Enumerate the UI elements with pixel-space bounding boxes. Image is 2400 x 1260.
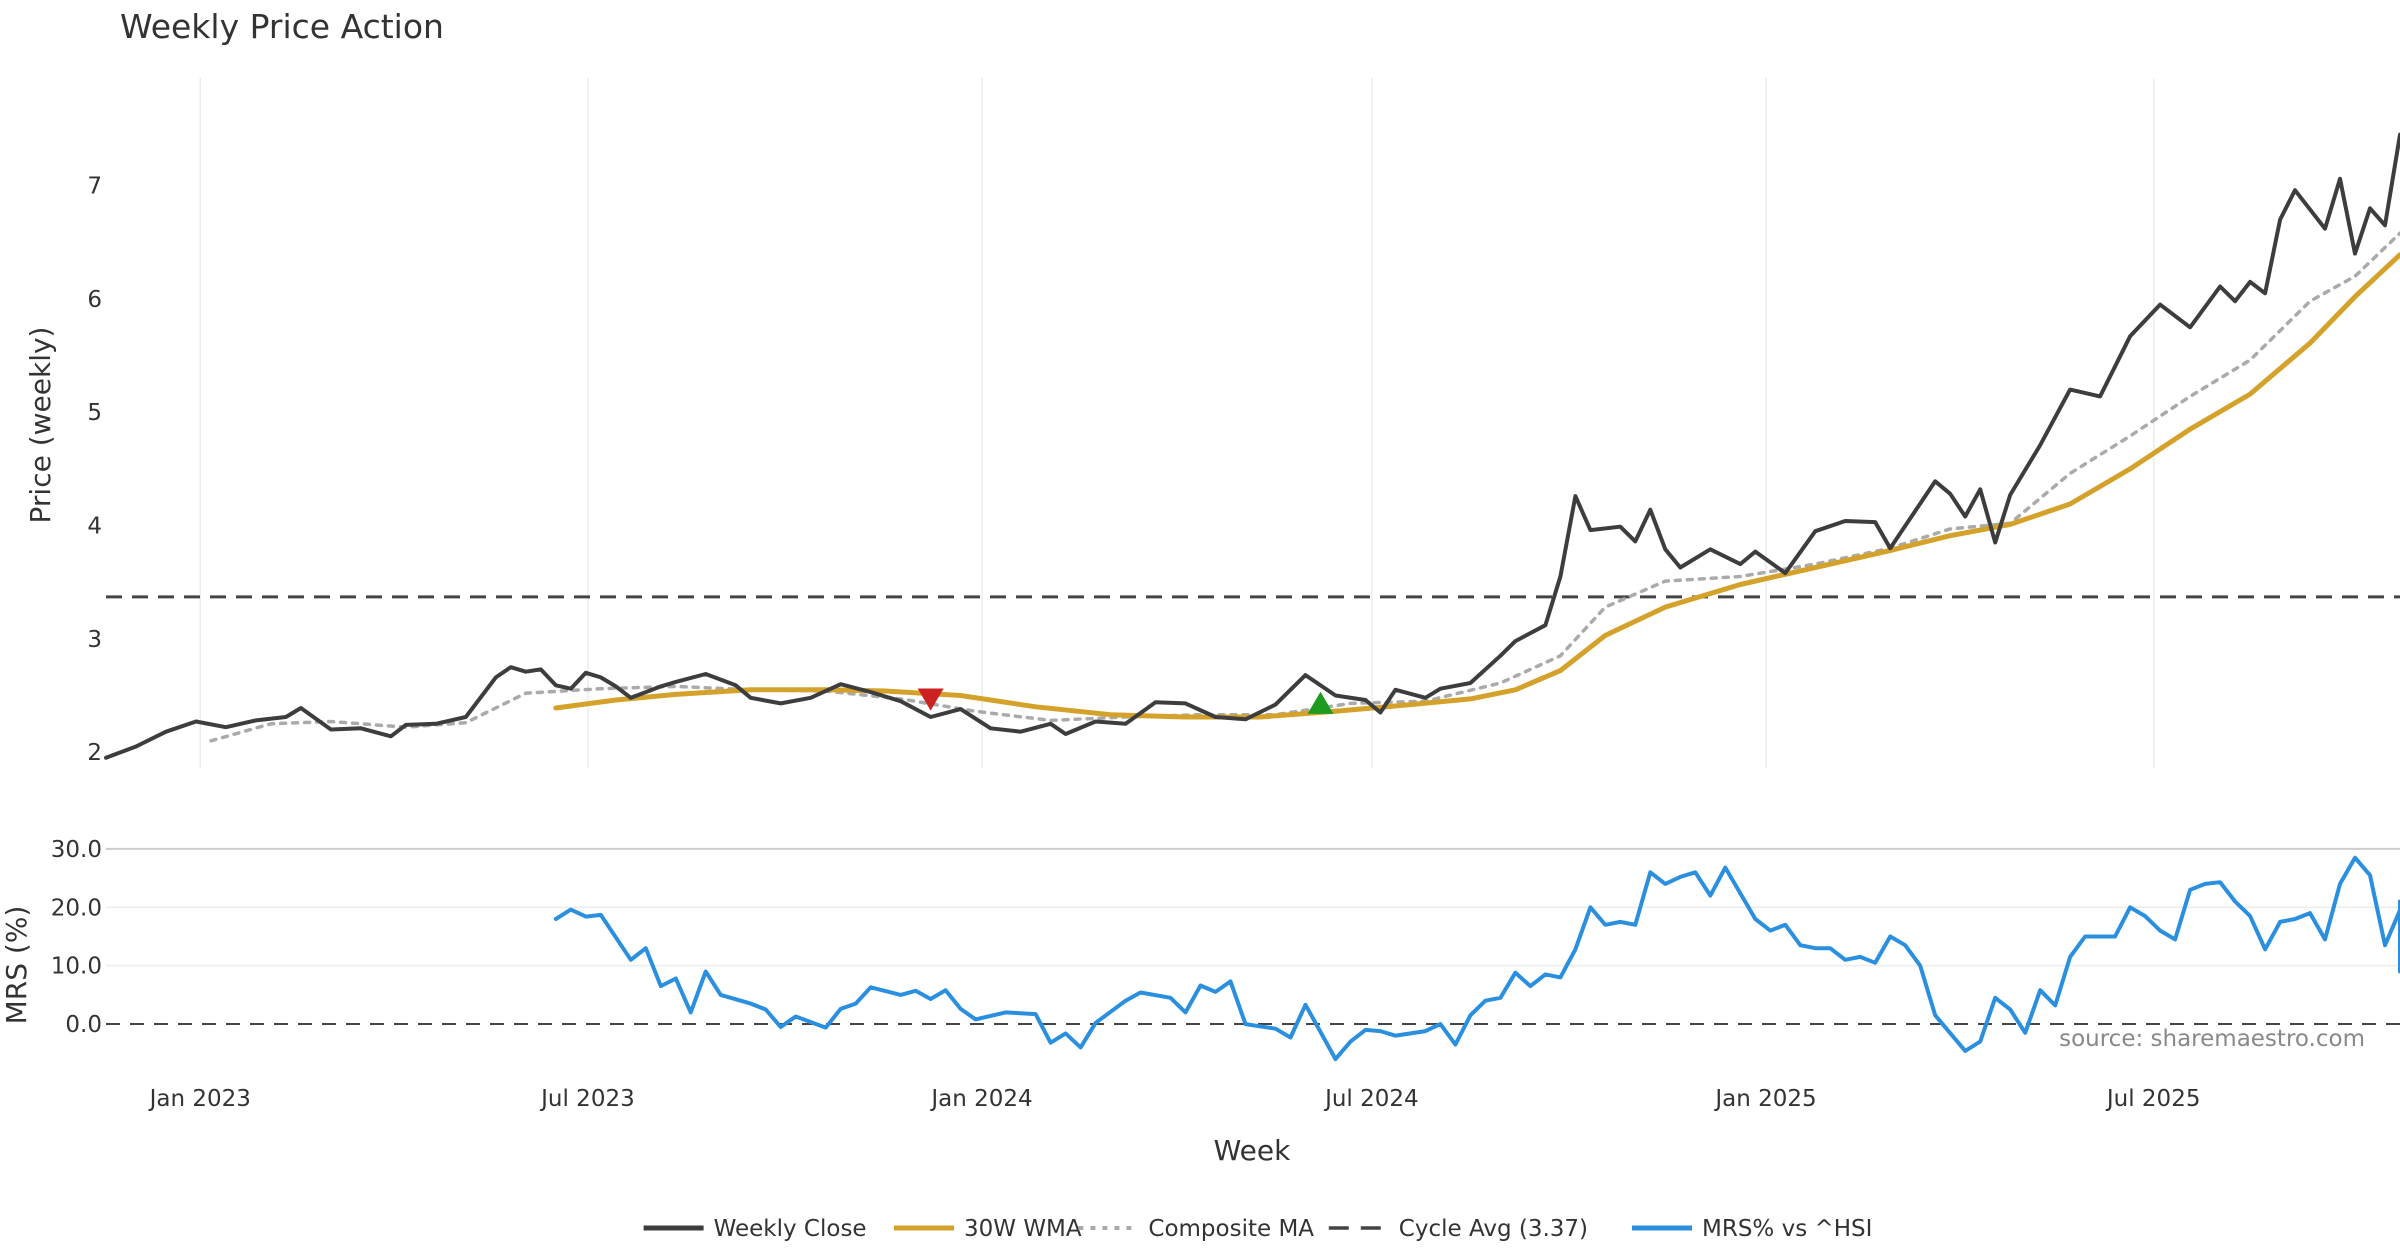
mrs-series-group xyxy=(553,855,2400,1062)
price-y-tick-label: 6 xyxy=(87,287,102,313)
signal-markers xyxy=(917,688,1334,714)
price-y-ticks: 2 3 4 5 6 7 xyxy=(87,174,102,767)
price-series-group xyxy=(104,132,2400,760)
series-mrs-vs-hsi xyxy=(553,855,2400,1062)
x-tick-label: Jul 2023 xyxy=(539,1086,635,1112)
chart-title: Weekly Price Action xyxy=(120,7,444,46)
price-y-tick-label: 2 xyxy=(87,740,102,766)
legend-label: Composite MA xyxy=(1148,1216,1314,1242)
x-tick-label: Jul 2024 xyxy=(1323,1086,1419,1112)
price-y-tick-label: 3 xyxy=(87,627,102,653)
mrs-y-tick-label: 30.0 xyxy=(51,837,102,863)
price-y-tick-label: 7 xyxy=(87,174,102,200)
mrs-y-tick-label: 0.0 xyxy=(65,1012,102,1038)
legend-label: Weekly Close xyxy=(714,1216,867,1242)
x-tick-label: Jan 2024 xyxy=(929,1086,1032,1112)
legend-label: Cycle Avg (3.37) xyxy=(1399,1216,1588,1242)
price-y-axis-title: Price (weekly) xyxy=(24,327,57,524)
series-composite-ma xyxy=(209,231,2400,743)
x-tick-label: Jul 2025 xyxy=(2105,1086,2201,1112)
x-axis-ticks: Jan 2023 Jul 2023 Jan 2024 Jul 2024 Jan 2025… xyxy=(148,1086,2201,1112)
x-axis-title: Week xyxy=(1214,1134,1291,1167)
mrs-y-ticks: 30.0 20.0 10.0 0.0 xyxy=(51,837,102,1038)
mrs-y-tick-label: 20.0 xyxy=(51,895,102,921)
legend-label: 30W WMA xyxy=(964,1216,1082,1242)
price-gridlines xyxy=(199,78,2155,768)
chart-legend: Weekly Close 30W WMA Composite MA Cycle Avg… xyxy=(643,1216,1872,1242)
buy-signal-marker xyxy=(1307,691,1334,714)
mrs-gridlines xyxy=(106,906,2400,967)
series-weekly-close xyxy=(104,132,2400,760)
x-tick-label: Jan 2023 xyxy=(148,1086,251,1112)
series-30w-wma xyxy=(553,252,2400,720)
sell-signal-marker xyxy=(917,688,944,711)
mrs-y-axis-title: MRS (%) xyxy=(0,906,33,1025)
x-tick-label: Jan 2025 xyxy=(1713,1086,1816,1112)
mrs-y-tick-label: 10.0 xyxy=(51,954,102,980)
legend-label: MRS% vs ^HSI xyxy=(1702,1216,1872,1242)
price-y-tick-label: 5 xyxy=(87,400,102,426)
source-note: source: sharemaestro.com xyxy=(2059,1026,2365,1052)
price-y-tick-label: 4 xyxy=(87,514,102,540)
